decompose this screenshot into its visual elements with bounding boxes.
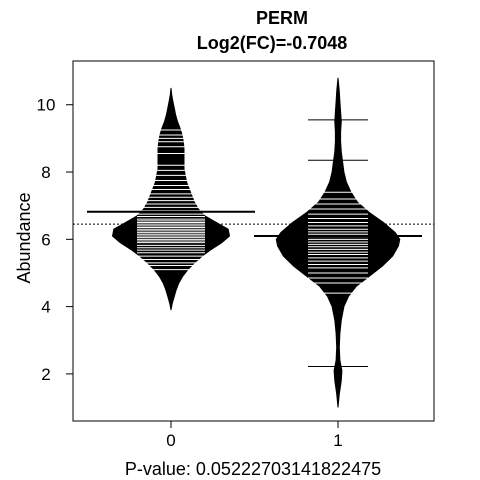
y-tick-label: 4 xyxy=(41,298,50,317)
y-tick-label: 8 xyxy=(41,163,50,182)
chart-title: PERM xyxy=(256,8,308,28)
x-axis-label: P-value: 0.0522270314182247​5 xyxy=(125,459,381,479)
bean-0 xyxy=(87,87,255,311)
x-tick-label: 0 xyxy=(166,431,175,450)
y-tick-label: 6 xyxy=(41,230,50,249)
bean-density-1 xyxy=(275,77,401,408)
x-tick-label: 1 xyxy=(333,431,342,450)
y-tick-label: 10 xyxy=(37,96,56,115)
plot-frame xyxy=(72,60,435,422)
y-tick-label: 2 xyxy=(41,365,50,384)
bean-density-0 xyxy=(111,87,231,311)
bean-1 xyxy=(254,77,422,408)
chart-subtitle: Log2(FC)=-0.7048 xyxy=(197,33,348,53)
plot-area: 2 4 6 8 10 0 1 xyxy=(37,60,435,450)
y-axis-label: Abundance xyxy=(14,192,34,283)
